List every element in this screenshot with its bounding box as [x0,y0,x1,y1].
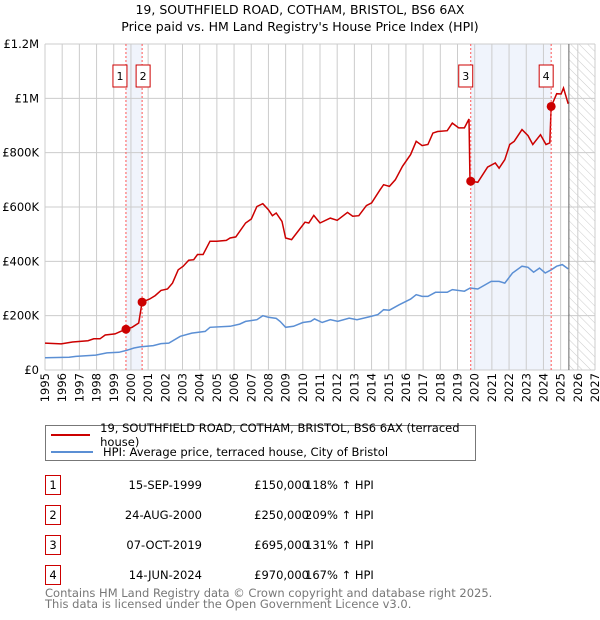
x-tick-label: 1998 [90,373,104,402]
x-tick-label: 1997 [72,373,86,402]
sale-point [466,176,476,186]
sale-label-box [538,64,554,88]
sales-table-row: 1 15-SEP-1999 £150,000 118% ↑ HPI [45,475,465,497]
sale-label-number: 4 [543,70,550,83]
sale-number-badge: 3 [45,535,61,555]
x-tick-label: 2000 [124,373,138,402]
legend-item-hpi: HPI: Average price, terraced house, City… [51,444,388,460]
sale-date: 15-SEP-1999 [128,478,202,492]
sale-label-number: 2 [140,70,147,83]
x-tick-label: 2012 [330,373,344,402]
x-tick-label: 2004 [193,373,207,402]
x-tick-label: 2018 [433,373,447,402]
sale-label-box [112,64,128,88]
footer-copyright: Contains HM Land Registry data © Crown c… [45,586,493,600]
sale-label-box [135,64,151,88]
x-tick-label: 2026 [571,373,585,402]
x-tick-label: 2003 [176,373,190,402]
legend-swatch-red [51,434,91,436]
x-tick-label: 2007 [244,373,258,402]
legend: 19, SOUTHFIELD ROAD, COTHAM, BRISTOL, BS… [45,421,476,461]
sale-hpi-change: 167% ↑ HPI [305,568,374,582]
hpi-line [44,263,569,359]
y-tick-label: £800K [2,146,39,160]
sales-table-row: 2 24-AUG-2000 £250,000 209% ↑ HPI [45,505,465,527]
x-tick-label: 1996 [55,373,69,402]
x-tick-label: 2009 [279,373,293,402]
property-price-line [44,85,569,345]
x-tick-label: 2019 [451,373,465,402]
y-tick-label: £200K [2,309,39,323]
x-tick-label: 2025 [554,373,568,402]
x-tick-label: 2002 [158,373,172,402]
legend-label: 19, SOUTHFIELD ROAD, COTHAM, BRISTOL, BS… [100,421,460,449]
x-tick-label: 2010 [296,373,310,402]
legend-item-property: 19, SOUTHFIELD ROAD, COTHAM, BRISTOL, BS… [51,421,475,449]
sale-price: £250,000 [254,508,309,522]
x-tick-label: 2027 [588,373,600,402]
sale-point [546,101,556,111]
y-tick-label: £0 [24,363,39,377]
x-tick-label: 2005 [210,373,224,402]
x-tick-label: 2001 [141,373,155,402]
price-chart: 19, SOUTHFIELD ROAD, COTHAM, BRISTOL, BS… [2,2,600,402]
chart-subtitle: Price paid vs. HM Land Registry's House … [121,19,478,34]
sale-price: £150,000 [254,478,309,492]
x-tick-label: 2011 [313,373,327,402]
sale-date: 14-JUN-2024 [128,568,202,582]
sale-label-number: 3 [462,70,469,83]
y-tick-label: £1.2M [3,37,39,51]
sale-date: 07-OCT-2019 [126,538,202,552]
x-tick-label: 2020 [468,373,482,402]
sale-number-badge: 1 [45,475,61,495]
sale-number-badge: 4 [45,565,61,585]
x-tick-label: 2021 [485,373,499,402]
sale-label-box [458,64,474,88]
x-tick-label: 1999 [107,373,121,402]
sale-hpi-change: 131% ↑ HPI [305,538,374,552]
sale-date: 24-AUG-2000 [124,508,202,522]
sale-hpi-change: 209% ↑ HPI [305,508,374,522]
sale-price: £970,000 [254,568,309,582]
x-tick-label: 2015 [382,373,396,402]
x-tick-label: 2017 [416,373,430,402]
sale-hpi-change: 118% ↑ HPI [305,478,374,492]
x-tick-label: 1995 [38,373,52,402]
x-tick-label: 2024 [536,373,550,402]
footer: Contains HM Land Registry data © Crown c… [45,586,493,611]
x-tick-label: 2023 [519,373,533,402]
x-tick-label: 2013 [347,373,361,402]
legend-label: HPI: Average price, terraced house, City… [103,445,389,459]
sale-point [121,324,131,334]
legend-swatch-blue [51,451,93,453]
sale-point [137,297,147,307]
footer-licence: This data is licensed under the Open Gov… [45,597,412,611]
sale-price: £695,000 [254,538,309,552]
sales-table-row: 4 14-JUN-2024 £970,000 167% ↑ HPI [45,565,465,587]
x-tick-label: 2022 [502,373,516,402]
x-tick-label: 2016 [399,373,413,402]
x-tick-label: 2008 [261,373,275,402]
sale-number-badge: 2 [45,505,61,525]
chart-title: 19, SOUTHFIELD ROAD, COTHAM, BRISTOL, BS… [135,2,464,17]
y-tick-label: £400K [2,254,39,268]
sales-table-row: 3 07-OCT-2019 £695,000 131% ↑ HPI [45,535,465,557]
y-tick-label: £1M [14,91,39,105]
x-tick-label: 2006 [227,373,241,402]
y-tick-label: £600K [2,200,39,214]
sale-label-number: 1 [116,70,123,83]
x-tick-label: 2014 [365,373,379,402]
